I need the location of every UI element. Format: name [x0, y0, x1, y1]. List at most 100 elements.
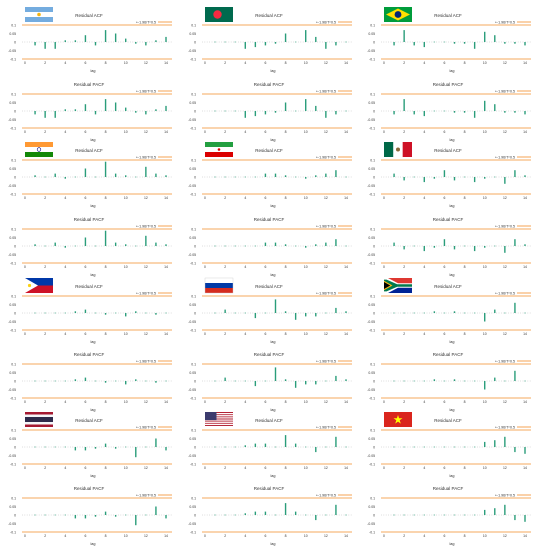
- x-tick-label: 12: [503, 400, 507, 404]
- x-tick-label: 12: [503, 196, 507, 200]
- lag-bar: [155, 173, 157, 177]
- lag-bar: [443, 110, 446, 112]
- south-africa-flag-icon: [384, 278, 412, 293]
- x-tick-label: 14: [164, 534, 168, 538]
- lag-bar: [254, 42, 257, 48]
- y-tick-label: -0.05: [188, 49, 196, 53]
- y-tick-label: 0.05: [9, 167, 16, 171]
- x-axis-label: lag: [90, 69, 95, 73]
- chart-title: Residual PACF: [254, 217, 285, 222]
- legend-label: +-1.96/T^0.5: [136, 426, 156, 430]
- x-tick-label: 8: [105, 400, 107, 404]
- x-tick-label: 12: [324, 61, 328, 65]
- lag-bar: [54, 380, 56, 382]
- y-tick-label: -0.1: [10, 192, 16, 196]
- x-tick-label: 2: [403, 400, 405, 404]
- lag-bar: [165, 175, 167, 177]
- y-tick-label: 0.05: [9, 437, 16, 441]
- legend-label: +-1.96/T^0.5: [136, 90, 156, 94]
- x-tick-label: 10: [304, 400, 308, 404]
- lag-bar: [524, 42, 526, 46]
- pacf-chart-bangladesh: Residual PACF +-1.96/T^0.5 0.1 0.05 0 -0.05 -0…: [188, 82, 352, 142]
- lag-bar: [305, 381, 307, 385]
- lag-bar: [44, 514, 46, 516]
- x-axis-label: lag: [449, 474, 454, 478]
- acf-chart-philippines: Residual ACF +-1.96/T^0.5 0.1 0.05 0 -0.05 -0.…: [8, 278, 172, 344]
- lag-bar: [135, 515, 137, 526]
- usa-flag-icon: [205, 412, 233, 428]
- lag-bar: [294, 381, 297, 388]
- lag-bar: [114, 312, 117, 314]
- x-tick-label: 14: [164, 61, 168, 65]
- y-tick-label: -0.1: [369, 396, 375, 400]
- x-tick-label: 0: [24, 534, 26, 538]
- x-tick-label: 8: [285, 400, 287, 404]
- y-tick-label: -0.05: [367, 184, 375, 188]
- x-tick-label: 12: [144, 534, 148, 538]
- pacf-chart-mexico: Residual PACF +-1.96/T^0.5 0.1 0.05 0 -0.05 -0…: [367, 217, 531, 277]
- lag-bar: [315, 313, 317, 317]
- y-tick-label: -0.05: [8, 49, 16, 53]
- y-tick-label: 0: [14, 311, 16, 315]
- y-tick-label: -0.1: [190, 530, 196, 534]
- lag-bar: [84, 237, 87, 246]
- lag-bar: [443, 170, 446, 177]
- lag-bar: [214, 176, 216, 178]
- y-tick-label: 0.1: [191, 362, 196, 366]
- x-tick-label: 6: [443, 61, 445, 65]
- lag-bar: [315, 105, 317, 111]
- x-tick-label: 10: [483, 265, 487, 269]
- lag-bar: [305, 514, 307, 516]
- lag-bar: [114, 380, 117, 382]
- y-tick-label: 0: [194, 40, 196, 44]
- x-axis-label: lag: [90, 340, 95, 344]
- lag-bar: [315, 36, 317, 42]
- lag-bar: [524, 380, 526, 382]
- lag-bar: [274, 446, 277, 448]
- lag-bar: [274, 111, 277, 113]
- y-tick-label: 0.1: [370, 294, 375, 298]
- lag-bar: [274, 42, 277, 44]
- lag-bar: [443, 446, 446, 448]
- lag-bar: [214, 514, 216, 516]
- x-tick-label: 8: [285, 534, 287, 538]
- pacf-chart-vietnam: Residual PACF +-1.96/T^0.5 0.1 0.05 0 -0.05 -0…: [367, 486, 531, 546]
- lag-bar: [214, 312, 216, 314]
- lag-bar: [264, 173, 267, 177]
- x-tick-label: 8: [105, 130, 107, 134]
- x-tick-label: 6: [264, 196, 266, 200]
- lag-bar: [413, 514, 415, 516]
- lag-bar: [264, 511, 267, 515]
- y-tick-label: -0.1: [10, 57, 16, 61]
- y-tick-label: 0: [194, 311, 196, 315]
- chart-title: Residual ACF: [255, 418, 283, 423]
- lag-bar: [335, 239, 337, 246]
- x-tick-label: 2: [44, 534, 46, 538]
- x-tick-label: 12: [324, 265, 328, 269]
- lag-bar: [473, 246, 476, 252]
- lag-bar: [214, 41, 216, 43]
- x-tick-label: 14: [164, 196, 168, 200]
- x-tick-label: 4: [244, 332, 246, 336]
- lag-bar: [155, 381, 157, 383]
- y-tick-label: 0: [194, 445, 196, 449]
- x-tick-label: 12: [144, 130, 148, 134]
- lag-bar: [104, 230, 107, 246]
- lag-bar: [484, 100, 486, 111]
- y-tick-label: 0.1: [370, 496, 375, 500]
- x-tick-label: 12: [144, 332, 148, 336]
- y-tick-label: -0.1: [190, 57, 196, 61]
- lag-bar: [294, 245, 297, 247]
- y-tick-label: 0.1: [191, 23, 196, 27]
- x-axis-label: lag: [90, 542, 95, 546]
- lag-bar: [433, 110, 436, 112]
- lag-bar: [524, 447, 526, 454]
- lag-bar: [423, 514, 425, 516]
- lag-bar: [125, 38, 127, 42]
- lag-bar: [165, 105, 167, 111]
- lag-bar: [494, 440, 496, 447]
- lag-bar: [74, 109, 77, 111]
- y-tick-label: -0.05: [8, 454, 16, 458]
- lag-bar: [524, 111, 526, 115]
- lag-bar: [54, 173, 56, 177]
